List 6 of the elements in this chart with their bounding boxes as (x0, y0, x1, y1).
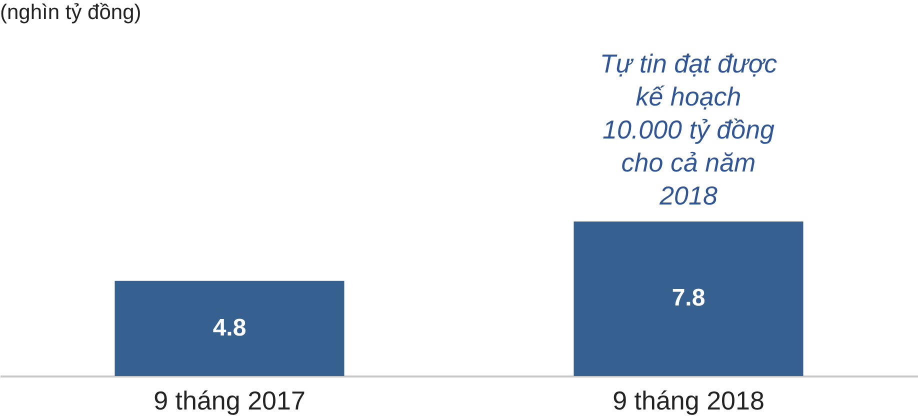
data-label: 7.8 (672, 284, 706, 312)
data-label: 4.8 (212, 314, 246, 342)
annotation: Tự tin đạt được kế hoạch 10.000 tỷ đồng cho cả năm 2018 (600, 48, 778, 210)
x-tick-label: 9 tháng 2018 (612, 386, 764, 416)
text: (nghìn tỷ đồng) (0, 1, 142, 24)
x-tick-label: 9 tháng 2017 (154, 386, 306, 416)
